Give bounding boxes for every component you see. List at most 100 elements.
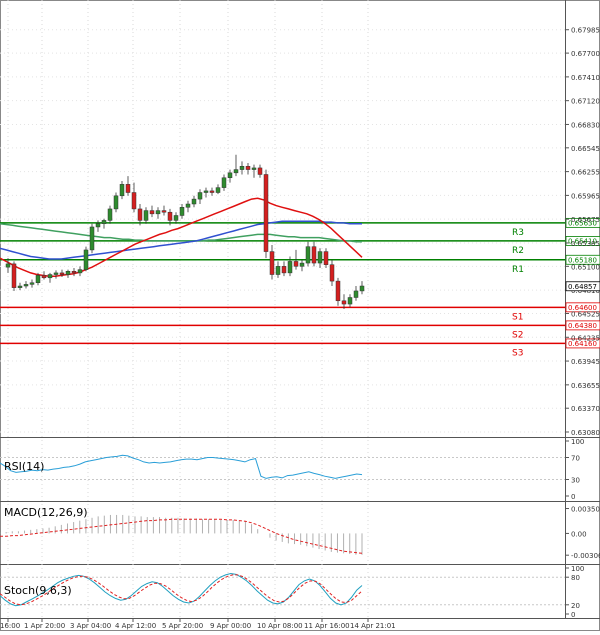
- candle: [233, 154, 239, 177]
- candle-body: [41, 275, 47, 279]
- candle: [83, 246, 89, 272]
- price-tick-label: 0.66545: [571, 145, 600, 153]
- candle-body: [65, 271, 71, 275]
- candle-body: [305, 246, 311, 264]
- candle-body: [11, 263, 17, 288]
- candle-body: [281, 266, 287, 274]
- time-tick-label: 3 Apr 04:00: [70, 622, 111, 630]
- candle-body: [203, 190, 209, 193]
- candle-body: [29, 282, 35, 285]
- candle-body: [119, 184, 125, 197]
- candle: [29, 279, 35, 288]
- candle-body: [215, 187, 221, 193]
- candle-body: [173, 215, 179, 221]
- candle: [257, 164, 263, 178]
- price-tick-label: 0.67985: [571, 27, 600, 35]
- time-tick-label: 14 Apr 21:01: [350, 622, 396, 630]
- rsi-tick-label: 0: [571, 493, 575, 501]
- candle: [185, 200, 191, 213]
- stoch-tick-label: 100: [571, 565, 584, 573]
- candle-body: [167, 211, 173, 221]
- price-tick-label: 0.64525: [571, 310, 600, 318]
- price-tick-label: 0.65675: [571, 216, 600, 224]
- candle: [203, 187, 209, 198]
- level-price-box-r3: [565, 217, 600, 228]
- candle: [77, 266, 83, 277]
- candle-body: [323, 251, 329, 265]
- rsi-line: [0, 454, 363, 479]
- candle-body: [155, 210, 161, 215]
- level-price-label-r3: 0.65630: [568, 220, 597, 228]
- current-price-label: 0.64857: [568, 283, 597, 291]
- price-tick-label: 0.63945: [571, 358, 600, 366]
- candle: [35, 272, 41, 286]
- candle-body: [317, 251, 323, 264]
- candle-body: [299, 262, 305, 267]
- candle-body: [149, 210, 155, 215]
- candle-body: [113, 195, 119, 210]
- candle: [161, 205, 167, 216]
- candle: [173, 212, 179, 224]
- candle-body: [125, 184, 131, 193]
- candle-body: [245, 166, 251, 170]
- moving-average-green: [0, 222, 362, 243]
- candle: [215, 184, 221, 195]
- candle: [275, 261, 281, 278]
- candle: [281, 261, 287, 277]
- candle: [17, 282, 23, 291]
- price-tick-label: 0.63655: [571, 382, 600, 390]
- price-tick-label: 0.65965: [571, 192, 600, 200]
- candle: [341, 294, 347, 309]
- candle-body: [293, 261, 299, 267]
- candle: [167, 208, 173, 226]
- candle-body: [89, 226, 95, 251]
- current-price-box: [565, 281, 600, 292]
- level-price-label-r2: 0.65410: [568, 238, 597, 246]
- candle-body: [335, 280, 341, 302]
- candle-body: [359, 285, 365, 292]
- price-tick-label: 0.67700: [571, 50, 600, 58]
- candle: [113, 192, 119, 213]
- rsi-tick-label: 70: [571, 455, 580, 463]
- candle: [335, 277, 341, 306]
- level-price-label-s2: 0.64380: [568, 322, 597, 330]
- candle-body: [71, 271, 77, 274]
- level-price-box-s1: [565, 302, 600, 313]
- candle: [245, 163, 251, 175]
- candle-body: [5, 263, 11, 268]
- candle: [149, 205, 155, 218]
- candle-body: [221, 177, 227, 188]
- candle: [305, 241, 311, 267]
- candle: [347, 294, 353, 308]
- moving-average-red: [0, 197, 363, 277]
- candle: [107, 205, 113, 224]
- candle: [5, 258, 11, 273]
- candle-body: [95, 223, 101, 228]
- level-price-label-s1: 0.64600: [568, 304, 597, 312]
- candle: [95, 220, 101, 232]
- candle: [353, 286, 359, 301]
- candle: [317, 248, 323, 268]
- level-name-s1: S1: [512, 312, 523, 322]
- price-tick-label: 0.66255: [571, 169, 600, 177]
- time-tick-label: 11 Apr 16:00: [304, 622, 350, 630]
- candle-body: [131, 192, 137, 210]
- time-tick-label: 9 Apr 00:00: [210, 622, 251, 630]
- candle: [125, 176, 131, 196]
- candle-body: [311, 246, 317, 264]
- candle-body: [137, 208, 143, 221]
- price-tick-label: 0.65385: [571, 240, 600, 248]
- stoch-tick-label: 0: [571, 611, 575, 619]
- price-tick-label: 0.66830: [571, 121, 600, 129]
- candle-body: [257, 167, 263, 175]
- candle: [89, 223, 95, 254]
- level-name-s2: S2: [512, 330, 523, 340]
- candle-body: [77, 269, 83, 274]
- time-tick-label: 5 Apr 20:00: [162, 622, 203, 630]
- level-price-box-r1: [565, 254, 600, 265]
- candle: [299, 259, 305, 272]
- candle-body: [341, 300, 347, 305]
- candle: [137, 204, 143, 226]
- rsi-label: RSI(14): [4, 460, 44, 473]
